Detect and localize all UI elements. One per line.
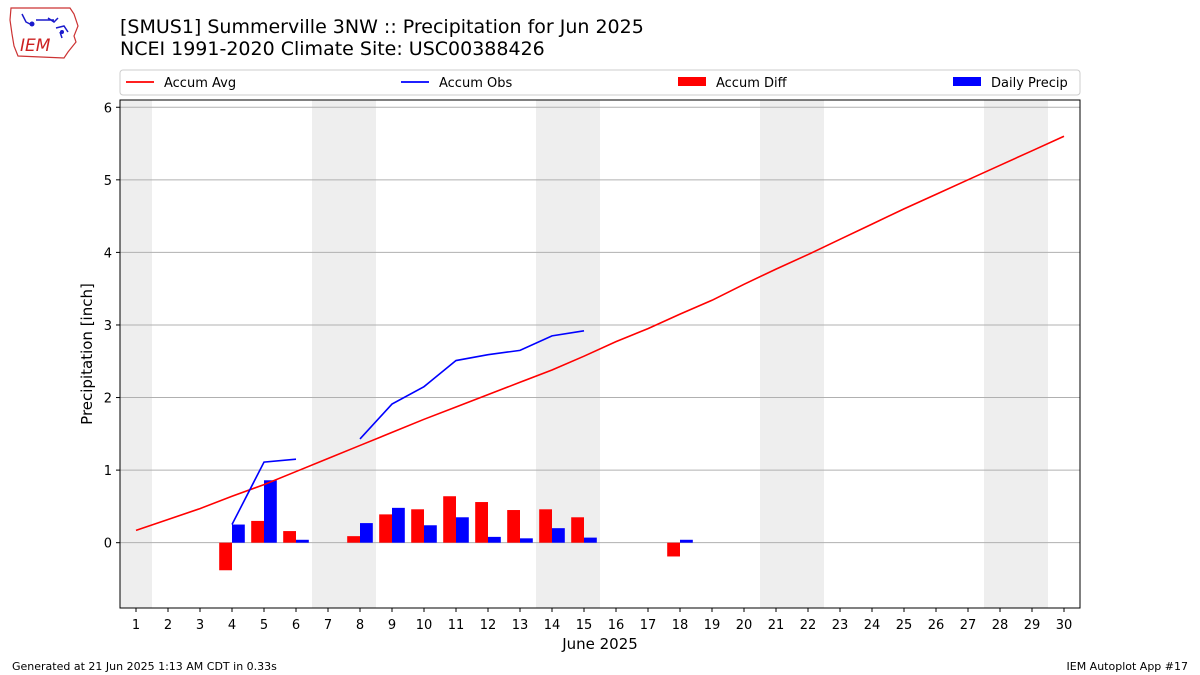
daily-precip-bar: [680, 539, 693, 543]
app-label: IEM Autoplot App #17: [1066, 660, 1189, 673]
x-tick-label: 3: [196, 618, 204, 633]
plot-frame: [119, 99, 1081, 609]
daily-precip-bar: [488, 536, 501, 543]
x-tick-label: 29: [1024, 618, 1041, 633]
chart-title-line1: [SMUS1] Summerville 3NW :: Precipitation…: [120, 16, 644, 38]
x-tick-label: 25: [896, 618, 913, 633]
y-tick-label: 0: [104, 537, 112, 552]
x-tick-label: 4: [228, 618, 236, 633]
weekend-band: [120, 100, 152, 608]
accum-obs-line: [231, 458, 297, 525]
legend-label-daily-precip: Daily Precip: [991, 76, 1068, 91]
x-tick-label: 10: [416, 618, 433, 633]
accum-diff-bar: [283, 531, 296, 543]
daily-precip-bar: [424, 525, 437, 543]
daily-precip-bar: [264, 480, 277, 543]
y-tick-label: 5: [104, 174, 112, 189]
weekend-band: [760, 100, 824, 608]
x-tick-label: 15: [576, 618, 593, 633]
daily-precip-bar: [584, 537, 597, 543]
legend: Accum Avg Accum Obs Accum Diff Daily Precip: [119, 69, 1081, 96]
chart-title: [SMUS1] Summerville 3NW :: Precipitation…: [120, 16, 644, 60]
y-axis: 0 1 2 3 4 5 6: [104, 101, 120, 552]
svg-text:IEM: IEM: [20, 36, 51, 56]
accum-obs-line: [359, 329, 585, 440]
x-tick-label: 21: [768, 618, 785, 633]
iem-logo: IEM: [8, 6, 80, 60]
legend-label-accum-obs: Accum Obs: [439, 76, 512, 91]
x-tick-label: 12: [480, 618, 497, 633]
bars: [219, 480, 693, 571]
y-axis-label: Precipitation [inch]: [78, 283, 96, 425]
daily-precip-bar: [232, 524, 245, 543]
accum-diff-bar: [379, 514, 392, 543]
x-tick-label: 6: [292, 618, 300, 633]
daily-precip-bar: [392, 507, 405, 543]
legend-box: [119, 69, 1081, 96]
iowa-map-icon: IEM: [9, 7, 79, 59]
lines: [135, 135, 1065, 532]
y-tick-label: 1: [104, 464, 112, 479]
accum-diff-bar: [219, 542, 232, 571]
x-tick-label: 30: [1056, 618, 1073, 633]
accum-diff-bar: [507, 510, 520, 543]
x-tick-label: 23: [832, 618, 849, 633]
x-tick-label: 28: [992, 618, 1009, 633]
generated-timestamp: Generated at 21 Jun 2025 1:13 AM CDT in …: [12, 660, 277, 673]
x-tick-label: 1: [132, 618, 140, 633]
x-tick-label: 26: [928, 618, 945, 633]
x-tick-label: 20: [736, 618, 753, 633]
x-tick-label: 8: [356, 618, 364, 633]
accum-diff-bar: [571, 517, 584, 543]
x-tick-label: 14: [544, 618, 561, 633]
x-tick-label: 17: [640, 618, 657, 633]
gridlines: [120, 106, 1080, 544]
chart-title-line2: NCEI 1991-2020 Climate Site: USC00388426: [120, 38, 545, 60]
x-tick-label: 5: [260, 618, 268, 633]
x-tick-label: 22: [800, 618, 817, 633]
x-tick-label: 13: [512, 618, 529, 633]
legend-swatch-accum-diff: [678, 77, 706, 86]
weekend-band: [984, 100, 1048, 608]
x-axis-label: June 2025: [561, 635, 638, 653]
daily-precip-bar: [456, 517, 469, 543]
precip-chart: Accum Avg Accum Obs Accum Diff Daily Precip…: [78, 69, 1081, 653]
y-tick-label: 6: [104, 101, 112, 116]
accum-diff-bar: [347, 536, 360, 543]
legend-label-accum-diff: Accum Diff: [716, 76, 788, 91]
daily-precip-bar: [552, 528, 565, 543]
x-tick-label: 27: [960, 618, 977, 633]
x-tick-label: 7: [324, 618, 332, 633]
x-tick-label: 19: [704, 618, 721, 633]
x-tick-label: 18: [672, 618, 689, 633]
x-tick-label: 16: [608, 618, 625, 633]
y-tick-label: 3: [104, 319, 112, 334]
legend-swatch-daily-precip: [953, 77, 981, 86]
accum-diff-bar: [251, 520, 264, 543]
accum-diff-bar: [411, 509, 424, 543]
x-tick-label: 11: [448, 618, 465, 633]
accum-diff-bar: [443, 496, 456, 543]
x-tick-label: 24: [864, 618, 881, 633]
daily-precip-bar: [520, 538, 533, 543]
accum-avg-line: [135, 135, 1065, 532]
x-axis: 1 2 3 4 5 6 7 8 9 10 11 12 13 14 15 16 17 18 19 20 21 22 23 24 2…: [132, 608, 1072, 633]
accum-diff-bar: [475, 502, 488, 543]
y-tick-label: 4: [104, 246, 112, 261]
accum-diff-bar: [667, 542, 680, 557]
accum-diff-bar: [539, 509, 552, 543]
daily-precip-bar: [296, 539, 309, 543]
y-tick-label: 2: [104, 392, 112, 407]
x-tick-label: 9: [388, 618, 396, 633]
legend-label-accum-avg: Accum Avg: [164, 76, 236, 91]
daily-precip-bar: [360, 523, 373, 543]
x-tick-label: 2: [164, 618, 172, 633]
